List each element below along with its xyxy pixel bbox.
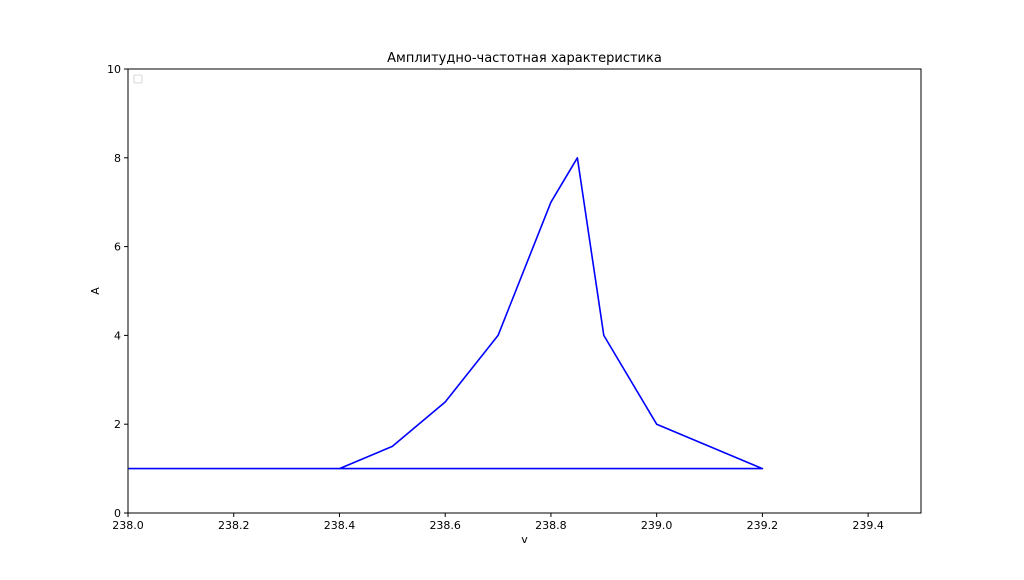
series-line-0 [128,157,764,470]
x-tick-label: 238.6 [429,519,461,532]
legend-box [133,74,143,84]
x-tick-label: 239.2 [747,519,779,532]
x-tick-label: 238.8 [535,519,567,532]
x-tick-label: 238.0 [112,519,144,532]
x-tick-label: 239.4 [852,519,884,532]
y-tick-label: 2 [114,418,121,431]
y-tick-label: 8 [114,152,121,165]
x-axis-ticks: 238.0 238.2 238.4 238.6 238.8 239.0 239.2 239.4 [112,513,884,532]
x-tick-label: 238.2 [218,519,250,532]
x-axis-label: v [521,533,528,546]
y-tick-label: 4 [114,329,121,342]
y-tick-label: 6 [114,241,121,254]
x-tick-label: 239.0 [641,519,673,532]
y-tick-label: 0 [114,507,121,520]
x-tick-label: 238.4 [324,519,356,532]
y-axis-ticks: 0 2 4 6 8 10 [107,63,128,520]
chart-title: Амплитудно-частотная характеристика [387,51,662,66]
y-tick-label: 10 [107,63,121,76]
plot-area [128,157,764,470]
y-axis-label: A [89,287,102,295]
axes-frame [127,68,922,514]
